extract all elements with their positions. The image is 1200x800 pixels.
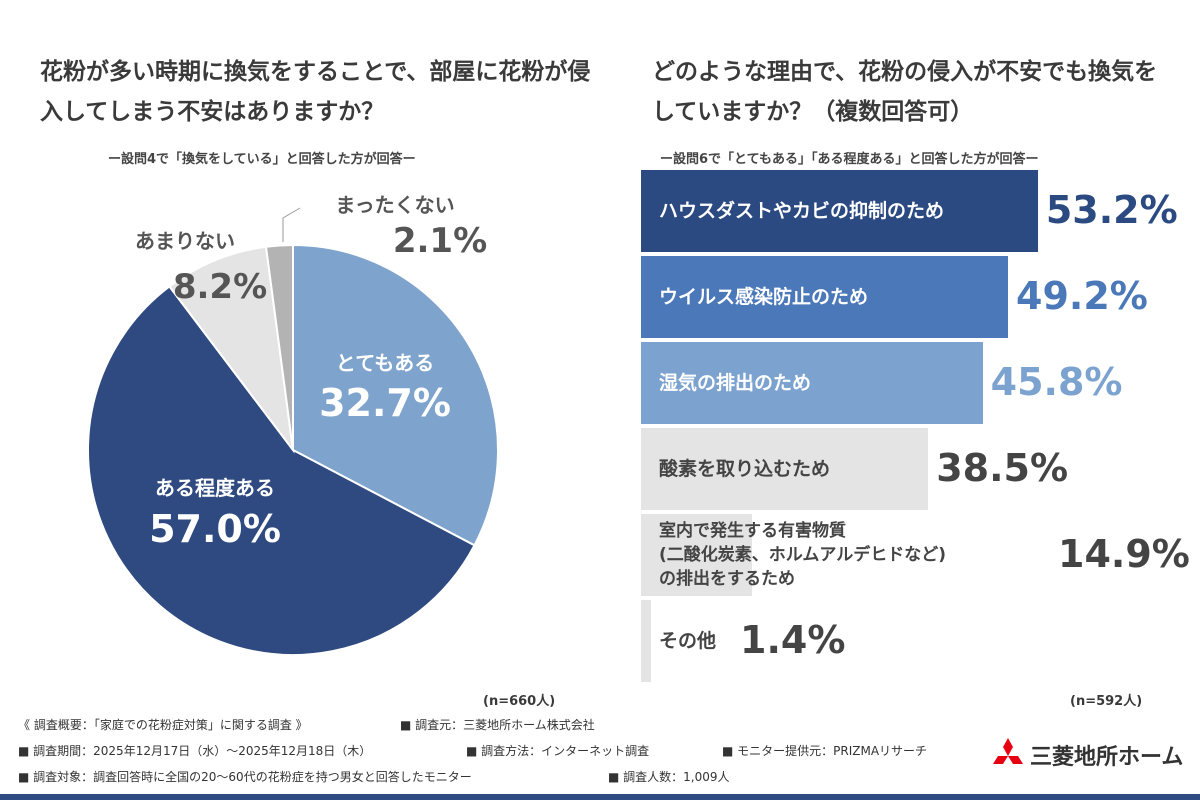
- footer-overview: 《 調査概要：「家庭での花粉症対策」に関する調査 》: [18, 718, 308, 732]
- pie-subtitle: ー設問4で「換気をしている」と回答した方が回答ー: [108, 152, 416, 167]
- pie-chart: とてもある 32.7% ある程度ある 57.0% あまりない 8.2% まったくない 2.1%: [87, 193, 499, 656]
- slice-category-label: ある程度ある: [155, 476, 275, 500]
- bar-label: ウイルス感染防止のため: [659, 256, 868, 338]
- bar-value-label: 53.2%: [1045, 188, 1178, 232]
- bar: [641, 342, 983, 424]
- bar-category-label: ハウスダストやカビの抑制のため: [659, 200, 945, 222]
- bar: [641, 600, 652, 682]
- bar-value-label: 14.9%: [1058, 532, 1190, 576]
- slice-value-label: 32.7%: [319, 381, 451, 425]
- slice-category-label: あまりない: [135, 229, 235, 253]
- bar-label: 室内で発生する有害物質 (二酸化炭素、ホルムアルデヒドなど) の排出をするため: [659, 514, 946, 596]
- footer-source: ■ 調査元：三菱地所ホーム株式会社: [400, 718, 595, 732]
- bar-value-label: 1.4%: [740, 618, 846, 662]
- logo-text: 三菱地所ホーム: [1030, 745, 1184, 770]
- slice-value-label: 2.1%: [393, 221, 487, 261]
- bar-category-label: 湿気の排出のため: [659, 372, 812, 394]
- pie-slice: [87, 285, 476, 656]
- company-logo: 三菱地所ホーム: [990, 738, 1183, 772]
- footer-method: ■ 調査方法：インターネット調査: [466, 744, 650, 758]
- bar-category-label: 室内で発生する有害物質 (二酸化炭素、ホルムアルデヒドなど) の排出をするため: [659, 521, 947, 589]
- bar-value-label: 49.2%: [1016, 274, 1148, 318]
- pie-slice: [292, 243, 499, 547]
- slice-value-label: 8.2%: [173, 267, 267, 307]
- three-diamonds-icon: [993, 738, 1023, 764]
- bar-category-label: その他: [659, 630, 717, 652]
- bar-label: 湿気の排出のため: [659, 342, 811, 424]
- pie-n: (n=660人): [483, 694, 556, 709]
- footer-count: ■ 調査人数：1,009人: [608, 770, 730, 784]
- slice-value-label: 57.0%: [149, 507, 281, 551]
- bar-subtitle: ー設問6で「とてもある」「ある程度ある」と回答した方が回答ー: [660, 152, 1039, 167]
- slice-category-label: まったくない: [335, 193, 454, 217]
- bar-n: (n=592人): [1070, 694, 1143, 709]
- bar: [641, 170, 1038, 252]
- bar: [641, 428, 929, 510]
- bar: [641, 514, 753, 596]
- bar-label: ハウスダストやカビの抑制のため: [659, 170, 944, 252]
- bar-label: その他: [659, 600, 716, 682]
- footer-period: ■ 調査期間：2025年12月17日（水）～2025年12月18日（木）: [18, 744, 372, 758]
- slice-category-label: とてもある: [336, 351, 434, 375]
- bar-category-label: ウイルス感染防止のため: [659, 286, 869, 308]
- leader-line: [282, 207, 301, 242]
- footer-provider: ■ モニター提供元：PRIZMAリサーチ: [722, 744, 928, 758]
- bar-label: 酸素を取り込むため: [659, 428, 830, 510]
- pie-slice: [264, 243, 294, 451]
- pie-title: 花粉が多い時期に換気をすることで、部屋に花粉が侵入してしまう不安はありますか？: [40, 59, 591, 125]
- bar-value-label: 45.8%: [990, 360, 1123, 404]
- bar-title: どのような理由で、花粉の侵入が不安でも換気をしていますか？（複数回答可）: [652, 59, 1158, 125]
- bar: [641, 256, 1009, 338]
- bar-value-label: 38.5%: [936, 446, 1069, 490]
- footer-target: ■ 調査対象：調査回答時に全国の20～60代の花粉症を持つ男女と回答したモニター: [18, 770, 472, 784]
- pie-slice: [167, 245, 295, 454]
- bar-category-label: 酸素を取り込むため: [659, 458, 831, 480]
